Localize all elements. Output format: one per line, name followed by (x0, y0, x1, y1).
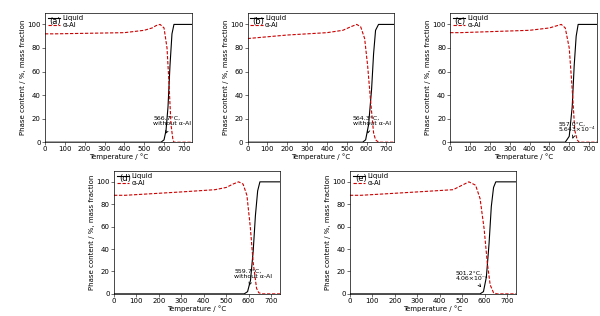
Y-axis label: Phase content / %, mass fraction: Phase content / %, mass fraction (425, 20, 431, 135)
Text: 557.0°C,
5.643×10⁻⁴: 557.0°C, 5.643×10⁻⁴ (559, 121, 595, 138)
Legend: Liquid, α-Al: Liquid, α-Al (47, 15, 84, 29)
Text: (e): (e) (355, 174, 367, 183)
X-axis label: Temperature / °C: Temperature / °C (494, 154, 553, 161)
Text: 559.7°C,
without α-Al: 559.7°C, without α-Al (234, 268, 272, 285)
Y-axis label: Phase content / %, mass fraction: Phase content / %, mass fraction (20, 20, 26, 135)
Legend: Liquid, α-Al: Liquid, α-Al (250, 15, 287, 29)
Legend: Liquid, α-Al: Liquid, α-Al (116, 173, 153, 187)
Text: (b): (b) (252, 16, 264, 26)
Text: 566.7°C,
without α-Al: 566.7°C, without α-Al (153, 116, 191, 133)
X-axis label: Temperature / °C: Temperature / °C (167, 306, 227, 312)
X-axis label: Temperature / °C: Temperature / °C (89, 154, 148, 161)
Y-axis label: Phase content / %, mass fraction: Phase content / %, mass fraction (325, 174, 331, 290)
X-axis label: Temperature / °C: Temperature / °C (292, 154, 350, 161)
Text: 564.3°C,
without α-Al: 564.3°C, without α-Al (353, 116, 391, 133)
Legend: Liquid, α-Al: Liquid, α-Al (452, 15, 490, 29)
X-axis label: Temperature / °C: Temperature / °C (403, 306, 463, 312)
Text: (a): (a) (49, 16, 61, 26)
Legend: Liquid, α-Al: Liquid, α-Al (352, 173, 389, 187)
Text: (d): (d) (119, 174, 131, 183)
Text: (c): (c) (455, 16, 466, 26)
Y-axis label: Phase content / %, mass fraction: Phase content / %, mass fraction (223, 20, 229, 135)
Y-axis label: Phase content / %, mass fraction: Phase content / %, mass fraction (89, 174, 95, 290)
Text: 501.2°C,
4.06×10⁻⁴: 501.2°C, 4.06×10⁻⁴ (455, 270, 488, 287)
